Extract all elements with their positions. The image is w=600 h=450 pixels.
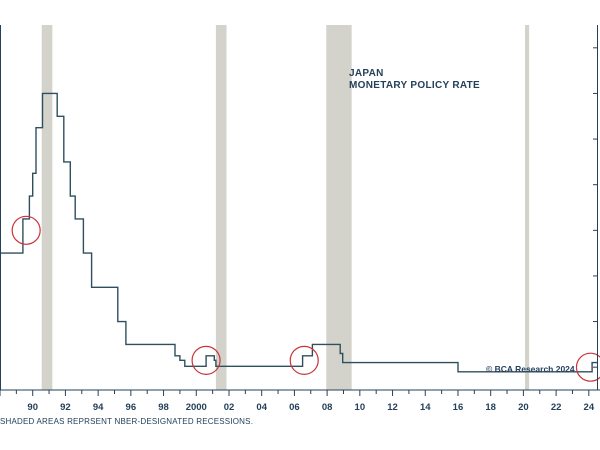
x-tick-label-06: 06 [289, 402, 300, 413]
x-tick-label-02: 02 [224, 402, 235, 413]
recession-band-3 [525, 25, 530, 390]
highlight-circle-layer [11, 215, 600, 382]
x-tick-label-90: 90 [27, 402, 38, 413]
highlight-circle-1 [191, 345, 221, 375]
x-tick-label-12: 12 [387, 402, 398, 413]
chart-title-line-1: JAPAN [349, 68, 384, 79]
x-tick-label-2000: 2000 [186, 402, 207, 413]
series-layer [0, 92, 597, 373]
x-tick-label-14: 14 [420, 402, 431, 413]
chart-credit: © BCA Research 2024 [486, 364, 575, 374]
x-tick-label-18: 18 [485, 402, 496, 413]
x-tick-label-92: 92 [60, 402, 71, 413]
recession-shading-layer [41, 25, 530, 390]
series-line-0 [0, 92, 597, 373]
x-tick-layer: 90 92 94 96 98 2000 02 04 06 08 10 12 14 16 18 20 22 24 [0, 390, 595, 413]
recession-band-0 [41, 25, 53, 390]
y-tick-layer [593, 47, 597, 368]
recession-footnote: SHADED AREAS REPRSENT NBER-DESIGNATED RE… [0, 417, 253, 426]
highlight-circle-2 [289, 345, 319, 375]
x-tick-label-24: 24 [584, 402, 595, 413]
x-axis [0, 25, 600, 391]
x-tick-label-08: 08 [322, 402, 333, 413]
x-tick-label-10: 10 [355, 402, 366, 413]
x-tick-label-04: 04 [256, 402, 267, 413]
recession-band-2 [326, 25, 352, 390]
recession-band-1 [215, 25, 227, 390]
x-tick-label-98: 98 [158, 402, 169, 413]
chart-title-line-2: MONETARY POLICY RATE [349, 80, 480, 91]
x-tick-label-22: 22 [551, 402, 562, 413]
highlight-circle-3 [575, 352, 600, 382]
x-tick-label-16: 16 [453, 402, 464, 413]
x-tick-label-96: 96 [126, 402, 137, 413]
x-tick-label-20: 20 [518, 402, 529, 413]
x-tick-label-94: 94 [93, 402, 104, 413]
highlight-circle-0 [11, 215, 41, 245]
